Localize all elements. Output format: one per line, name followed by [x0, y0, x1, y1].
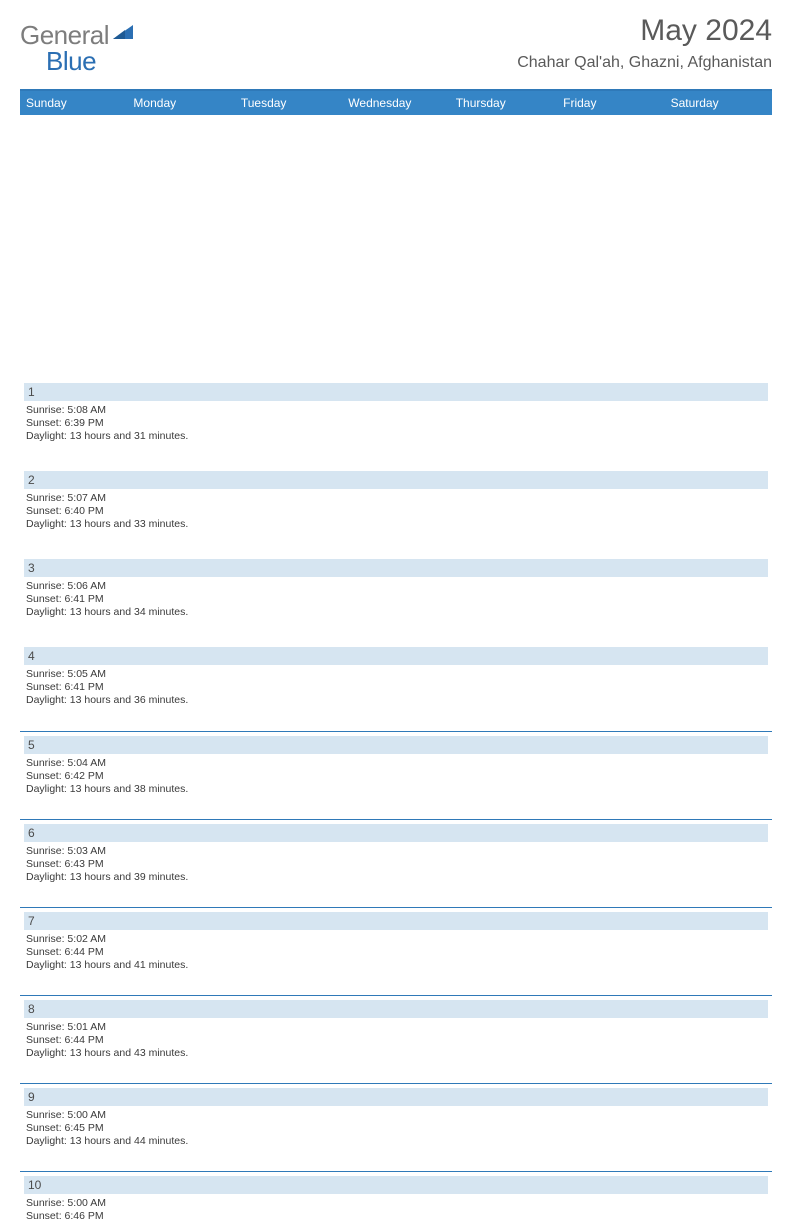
calendar-cell: 3 Sunrise: 5:06 AMSunset: 6:41 PMDaylight… [20, 555, 772, 643]
day-number [24, 207, 768, 225]
day-details: Sunrise: 5:05 AMSunset: 6:41 PMDaylight:… [24, 668, 768, 707]
calendar: SundayMondayTuesdayWednesdayThursdayFrid… [20, 89, 772, 1224]
calendar-cell: 7 Sunrise: 5:02 AMSunset: 6:44 PMDaylight… [20, 907, 772, 995]
month-title: May 2024 [517, 14, 772, 48]
calendar-cell: 1 Sunrise: 5:08 AMSunset: 6:39 PMDaylight… [20, 379, 772, 467]
calendar-cell: 2 Sunrise: 5:07 AMSunset: 6:40 PMDaylight… [20, 467, 772, 555]
weekday-header: Thursday [450, 91, 557, 115]
day-details: Sunrise: 5:08 AMSunset: 6:39 PMDaylight:… [24, 404, 768, 443]
day-number: 8 [24, 1000, 768, 1018]
day-details: Sunrise: 5:07 AMSunset: 6:40 PMDaylight:… [24, 492, 768, 531]
calendar-cell: 9 Sunrise: 5:00 AMSunset: 6:45 PMDaylight… [20, 1083, 772, 1171]
day-details: Sunrise: 5:03 AMSunset: 6:43 PMDaylight:… [24, 845, 768, 884]
calendar-cell [20, 203, 772, 291]
calendar-cell: 5 Sunrise: 5:04 AMSunset: 6:42 PMDaylight… [20, 731, 772, 819]
weekday-header: Saturday [665, 91, 772, 115]
calendar-cell: 6 Sunrise: 5:03 AMSunset: 6:43 PMDaylight… [20, 819, 772, 907]
day-number: 5 [24, 736, 768, 754]
day-number: 7 [24, 912, 768, 930]
weekday-header: Wednesday [342, 91, 449, 115]
calendar-body: 1 Sunrise: 5:08 AMSunset: 6:39 PMDaylight… [20, 115, 772, 1224]
day-number: 1 [24, 383, 768, 401]
day-number [24, 295, 768, 313]
weekday-header: Tuesday [235, 91, 342, 115]
calendar-cell: 4 Sunrise: 5:05 AMSunset: 6:41 PMDaylight… [20, 643, 772, 731]
day-number: 2 [24, 471, 768, 489]
day-number [24, 119, 768, 137]
day-details: Sunrise: 5:00 AMSunset: 6:46 PMDaylight:… [24, 1197, 768, 1224]
calendar-cell: 10 Sunrise: 5:00 AMSunset: 6:46 PMDayligh… [20, 1171, 772, 1224]
day-details: Sunrise: 5:00 AMSunset: 6:45 PMDaylight:… [24, 1109, 768, 1148]
weekday-header: Monday [127, 91, 234, 115]
weekday-header: Sunday [20, 91, 127, 115]
brand-blue: Blue [46, 46, 96, 76]
calendar-cell: 8 Sunrise: 5:01 AMSunset: 6:44 PMDaylight… [20, 995, 772, 1083]
triangle-icon [113, 25, 133, 44]
weekday-header: Friday [557, 91, 664, 115]
page-root: General May 2024 Chahar Qal'ah, Ghazni, … [0, 0, 792, 1224]
calendar-cell [20, 115, 772, 203]
day-details: Sunrise: 5:02 AMSunset: 6:44 PMDaylight:… [24, 933, 768, 972]
day-number: 10 [24, 1176, 768, 1194]
day-number: 3 [24, 559, 768, 577]
calendar-header-row: SundayMondayTuesdayWednesdayThursdayFrid… [20, 91, 772, 115]
calendar-cell [20, 291, 772, 379]
day-details: Sunrise: 5:01 AMSunset: 6:44 PMDaylight:… [24, 1021, 768, 1060]
day-number: 4 [24, 647, 768, 665]
day-details: Sunrise: 5:06 AMSunset: 6:41 PMDaylight:… [24, 580, 768, 619]
day-number: 6 [24, 824, 768, 842]
day-details: Sunrise: 5:04 AMSunset: 6:42 PMDaylight:… [24, 757, 768, 796]
day-number: 9 [24, 1088, 768, 1106]
